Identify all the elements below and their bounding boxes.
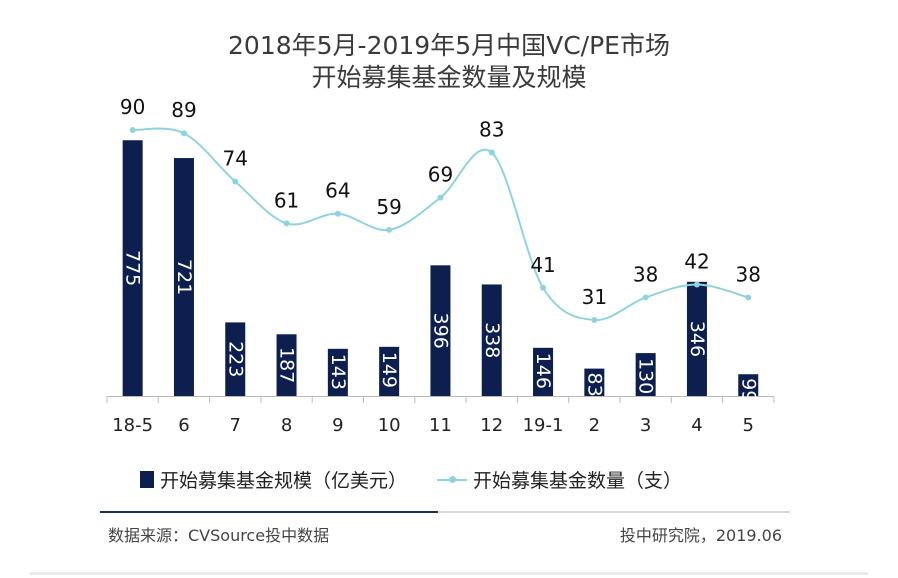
count-point-8 bbox=[540, 284, 547, 291]
count-label-8: 41 bbox=[530, 253, 555, 277]
count-label-4: 64 bbox=[325, 179, 350, 203]
bar-label-10: 130 bbox=[635, 358, 657, 394]
bar-label-12: 99 bbox=[737, 378, 759, 402]
bar-label-9: 83 bbox=[583, 373, 605, 397]
count-label-3: 61 bbox=[274, 188, 299, 212]
legend-swatch-bar bbox=[140, 471, 154, 488]
count-point-10 bbox=[642, 294, 649, 301]
bar-4 bbox=[327, 348, 348, 396]
bar-label-11: 346 bbox=[686, 321, 708, 357]
bar-6 bbox=[430, 265, 451, 396]
bar-label-5: 149 bbox=[378, 352, 400, 388]
legend-item-bar: 开始募集基金规模（亿美元） bbox=[140, 466, 407, 493]
count-label-5: 59 bbox=[376, 195, 401, 219]
count-point-3 bbox=[283, 220, 290, 227]
bar-0 bbox=[122, 140, 143, 396]
legend-label-line: 开始募集基金数量（支） bbox=[473, 470, 683, 492]
chart-title-line-1: 2018年5月-2019年5月中国VC/PE市场 bbox=[228, 31, 670, 60]
count-label-6: 69 bbox=[428, 163, 453, 187]
x-tick-label-7: 12 bbox=[480, 415, 503, 436]
legend-item-line: 开始募集基金数量（支） bbox=[437, 466, 682, 493]
bar-label-6: 396 bbox=[429, 313, 451, 349]
x-tick-label-9: 2 bbox=[589, 415, 600, 436]
legend-swatch-line bbox=[437, 471, 468, 488]
count-point-11 bbox=[693, 281, 700, 288]
bar-label-1: 721 bbox=[173, 259, 195, 295]
legend: 开始募集基金规模（亿美元） 开始募集基金数量（支） bbox=[140, 466, 712, 493]
x-tick-label-10: 3 bbox=[640, 415, 651, 436]
bar-label-3: 187 bbox=[276, 347, 298, 383]
count-label-2: 74 bbox=[223, 147, 248, 171]
count-point-5 bbox=[386, 226, 393, 233]
x-tick-label-11: 4 bbox=[691, 415, 702, 436]
x-tick-label-5: 10 bbox=[378, 415, 401, 436]
bar-11 bbox=[686, 281, 707, 396]
count-label-11: 42 bbox=[684, 250, 709, 274]
x-tick-label-1: 6 bbox=[178, 415, 189, 436]
count-label-10: 38 bbox=[633, 262, 658, 286]
count-label-0: 90 bbox=[120, 95, 145, 119]
chart-title-line-2: 开始募集基金数量及规模 bbox=[311, 63, 587, 92]
count-point-2 bbox=[232, 178, 239, 185]
bar-1 bbox=[173, 158, 194, 396]
count-point-0 bbox=[129, 127, 136, 133]
bar-10 bbox=[635, 353, 656, 396]
count-point-1 bbox=[180, 130, 187, 137]
bar-7 bbox=[481, 284, 502, 396]
bar-9 bbox=[584, 368, 605, 396]
count-label-12: 38 bbox=[736, 262, 761, 286]
x-tick-label-6: 11 bbox=[429, 415, 452, 436]
bar-5 bbox=[379, 346, 400, 396]
x-tick-label-3: 8 bbox=[281, 415, 292, 436]
bottom-shadow bbox=[30, 572, 868, 575]
footer-divider-light bbox=[438, 511, 790, 513]
bar-label-4: 143 bbox=[327, 354, 349, 390]
count-point-12 bbox=[745, 294, 752, 301]
bar-label-0: 775 bbox=[122, 250, 144, 286]
footer-credit: 投中研究院，2019.06 bbox=[619, 526, 782, 545]
bar-2 bbox=[225, 322, 246, 396]
bar-12 bbox=[738, 374, 759, 396]
count-point-7 bbox=[488, 149, 495, 156]
x-tick-label-2: 7 bbox=[230, 415, 241, 436]
bar-label-2: 223 bbox=[224, 341, 246, 377]
chart-title: 2018年5月-2019年5月中国VC/PE市场 开始募集基金数量及规模 bbox=[0, 30, 898, 94]
x-tick-label-4: 9 bbox=[332, 415, 343, 436]
count-label-9: 31 bbox=[582, 285, 607, 309]
bar-label-7: 338 bbox=[481, 322, 503, 358]
footer-divider-dark bbox=[100, 511, 438, 513]
bar-label-8: 146 bbox=[532, 353, 554, 389]
count-point-4 bbox=[334, 210, 341, 217]
count-point-9 bbox=[591, 316, 598, 323]
count-point-6 bbox=[437, 194, 444, 201]
x-tick-label-8: 19-1 bbox=[523, 415, 564, 436]
x-tick-label-12: 5 bbox=[743, 415, 754, 436]
count-label-7: 83 bbox=[479, 118, 504, 142]
bar-3 bbox=[276, 334, 297, 396]
bar-8 bbox=[533, 347, 554, 396]
count-label-1: 89 bbox=[171, 98, 196, 122]
legend-label-bar: 开始募集基金规模（亿美元） bbox=[160, 470, 408, 492]
x-tick-label-0: 18-5 bbox=[112, 415, 153, 436]
footer-source: 数据来源：CVSource投中数据 bbox=[108, 526, 330, 545]
